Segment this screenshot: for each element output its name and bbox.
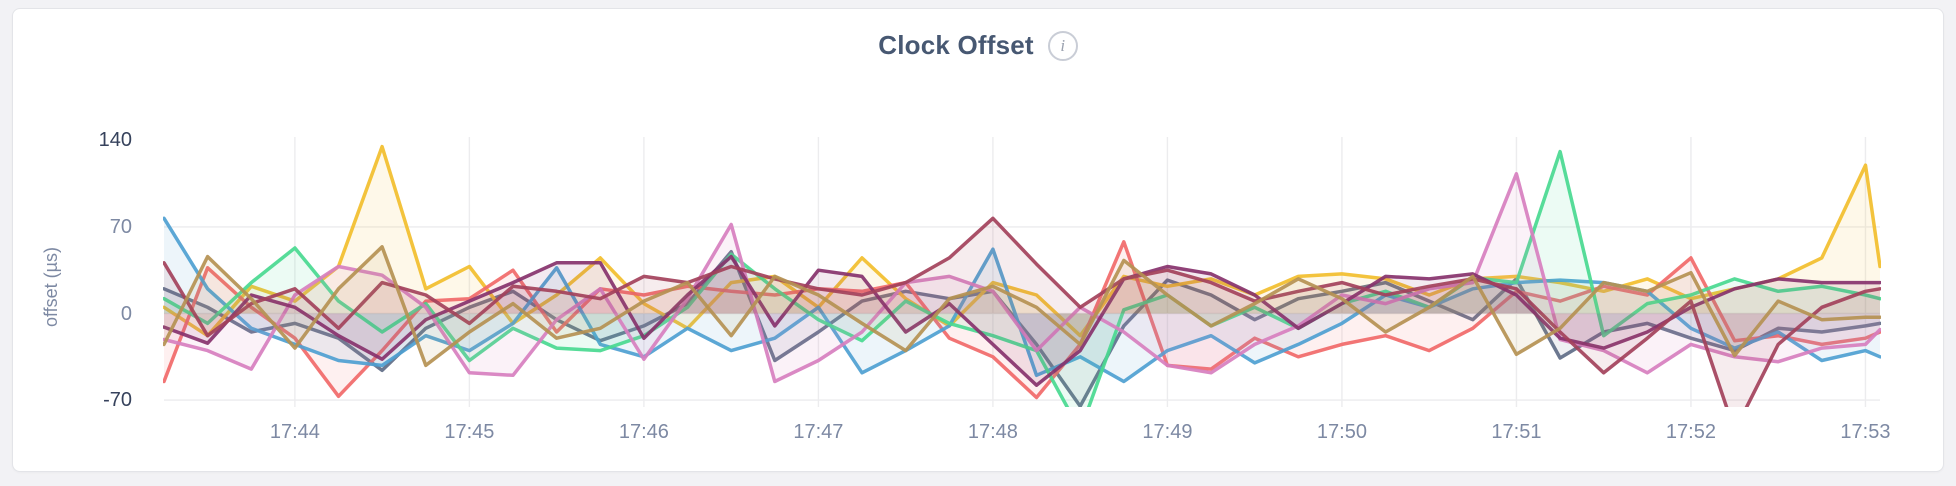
- area-series-4: [164, 218, 1880, 382]
- area-series-9: [164, 246, 1880, 366]
- area-series-7: [164, 256, 1880, 386]
- area-series-5: [164, 151, 1880, 407]
- line-series-6: [163, 172, 1881, 384]
- chart-header: Clock Offset i: [0, 30, 1956, 61]
- x-tick-label: 17:45: [444, 421, 495, 443]
- chart-card: [12, 8, 1944, 472]
- area-series-8: [164, 218, 1880, 407]
- x-tick-label: 17:51: [1491, 421, 1542, 443]
- area-series-3: [164, 241, 1880, 398]
- line-series-7: [163, 254, 1881, 387]
- x-tick-label: 17:47: [793, 421, 844, 443]
- area-series-6: [164, 173, 1880, 382]
- y-tick-label: 0: [120, 302, 132, 325]
- chart-title: Clock Offset: [878, 30, 1034, 60]
- line-series-3: [163, 240, 1881, 400]
- line-series-8: [163, 216, 1881, 407]
- x-tick-label: 17:46: [618, 421, 669, 443]
- x-tick-label: 17:49: [1142, 421, 1193, 443]
- x-tick-label: 17:48: [967, 421, 1018, 443]
- y-tick-label: 140: [98, 129, 132, 152]
- x-tick-label: 17:52: [1665, 421, 1716, 443]
- x-tick-label: 17:50: [1316, 421, 1367, 443]
- series-layer: [163, 144, 1881, 407]
- y-tick-label: -70: [103, 389, 132, 412]
- x-tick-label: 17:44: [269, 421, 320, 443]
- info-icon[interactable]: i: [1047, 30, 1078, 61]
- y-tick-label: 70: [109, 215, 132, 238]
- x-tick-label: 17:53: [1840, 421, 1891, 443]
- line-series-9: [163, 245, 1881, 368]
